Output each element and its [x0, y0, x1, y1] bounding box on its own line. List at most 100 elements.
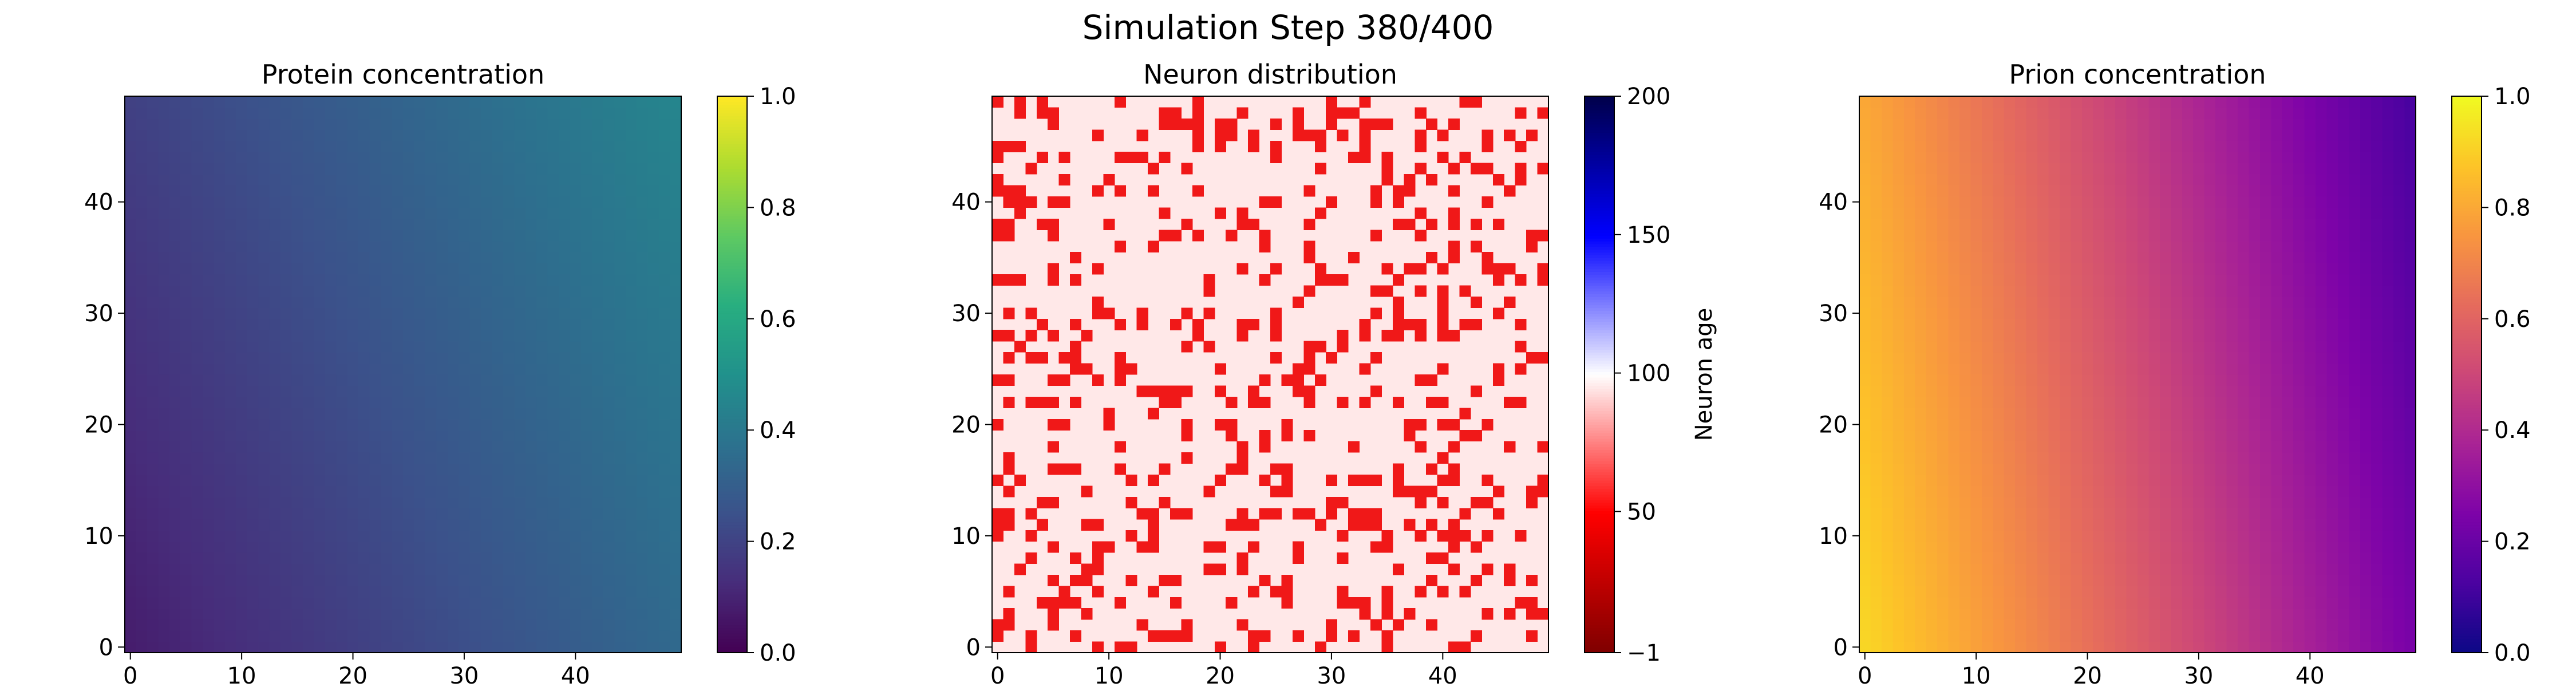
- heatmap-cell: [536, 408, 548, 420]
- heatmap-cell: [125, 452, 137, 464]
- heatmap-cell: [547, 107, 559, 119]
- heatmap-cell: [469, 218, 481, 230]
- heatmap-cell: [492, 174, 504, 186]
- heatmap-cell: [2004, 363, 2016, 375]
- neuron-cell: [1448, 185, 1460, 197]
- heatmap-cell: [2360, 641, 2372, 653]
- heatmap-cell: [659, 541, 671, 553]
- heatmap-cell: [525, 396, 537, 408]
- colorbar-segment: [1585, 299, 1614, 303]
- heatmap-cell: [1948, 396, 1960, 408]
- heatmap-cell: [659, 474, 671, 486]
- heatmap-cell: [2126, 496, 2138, 508]
- neuron-cell: [1192, 185, 1204, 197]
- neuron-cell: [1348, 519, 1360, 531]
- heatmap-cell: [514, 285, 526, 297]
- heatmap-cell: [492, 563, 504, 575]
- heatmap-cell: [2026, 485, 2038, 498]
- heatmap-cell: [180, 374, 192, 386]
- heatmap-cell: [269, 140, 281, 152]
- neuron-cell: [1159, 396, 1171, 408]
- heatmap-cell: [158, 174, 170, 186]
- heatmap-cell: [492, 140, 504, 152]
- heatmap-cell: [525, 363, 537, 375]
- heatmap-cell: [2059, 485, 2071, 498]
- heatmap-cell: [180, 207, 192, 219]
- heatmap-cell: [2316, 508, 2328, 520]
- heatmap-cell: [581, 274, 593, 286]
- heatmap-cell: [481, 318, 493, 330]
- heatmap-cell: [2193, 641, 2205, 653]
- heatmap-cell: [614, 563, 626, 575]
- heatmap-cell: [392, 619, 404, 631]
- heatmap-cell: [2126, 385, 2138, 397]
- heatmap-cell: [547, 496, 559, 508]
- heatmap-cell: [2126, 363, 2138, 375]
- heatmap-cell: [670, 563, 682, 575]
- heatmap-cell: [659, 318, 671, 330]
- heatmap-cell: [203, 263, 215, 275]
- heatmap-cell: [414, 430, 426, 442]
- heatmap-cell: [536, 541, 548, 553]
- heatmap-cell: [358, 563, 370, 575]
- heatmap-cell: [1881, 441, 1893, 453]
- heatmap-cell: [1881, 341, 1893, 353]
- heatmap-cell: [637, 452, 649, 464]
- heatmap-cell: [525, 174, 537, 186]
- heatmap-cell: [280, 285, 293, 297]
- heatmap-cell: [191, 541, 203, 553]
- heatmap-cell: [336, 574, 348, 586]
- heatmap-cell: [2249, 541, 2261, 553]
- heatmap-cell: [1893, 541, 1905, 553]
- heatmap-cell: [2393, 363, 2405, 375]
- heatmap-cell: [1959, 408, 1971, 420]
- heatmap-cell: [214, 541, 226, 553]
- heatmap-cell: [1915, 330, 1927, 342]
- heatmap-cell: [1881, 586, 1893, 598]
- colorbar: 0.00.20.40.60.81.0: [717, 84, 796, 666]
- colorbar-segment: [1585, 149, 1614, 152]
- heatmap-cell: [303, 519, 315, 531]
- heatmap-cell: [2126, 341, 2138, 353]
- neuron-cell: [1048, 463, 1060, 475]
- heatmap-cell: [614, 318, 626, 330]
- heatmap-cell: [2237, 552, 2249, 564]
- heatmap-cell: [2081, 385, 2093, 397]
- heatmap-cell: [336, 496, 348, 508]
- heatmap-cell: [1937, 485, 1949, 498]
- heatmap-cell: [625, 630, 637, 642]
- heatmap-cell: [358, 296, 370, 308]
- heatmap-cell: [2015, 630, 2027, 642]
- heatmap-cell: [236, 641, 248, 653]
- heatmap-cell: [659, 363, 671, 375]
- heatmap-cell: [203, 463, 215, 475]
- neuron-cell: [1148, 630, 1160, 642]
- heatmap-cell: [1926, 630, 1938, 642]
- heatmap-cell: [2393, 641, 2405, 653]
- heatmap-cell: [269, 619, 281, 631]
- heatmap-cell: [592, 174, 604, 186]
- heatmap-cell: [614, 263, 626, 275]
- heatmap-cell: [570, 185, 582, 197]
- heatmap-cell: [258, 263, 270, 275]
- neuron-cell: [1236, 441, 1249, 453]
- heatmap-cell: [1926, 519, 1938, 531]
- heatmap-cell: [2249, 396, 2261, 408]
- heatmap-cell: [2081, 352, 2093, 364]
- colorbar-segment: [717, 574, 747, 578]
- heatmap-cell: [303, 496, 315, 508]
- colorbar-segment: [1585, 508, 1614, 511]
- heatmap-cell: [336, 586, 348, 598]
- heatmap-cell: [514, 185, 526, 197]
- colorbar-segment: [717, 602, 747, 606]
- heatmap-cell: [2237, 597, 2249, 609]
- heatmap-cell: [2159, 463, 2171, 475]
- heatmap-cell: [469, 318, 481, 330]
- heatmap-cell: [358, 330, 370, 342]
- heatmap-cell: [1937, 630, 1949, 642]
- heatmap-cell: [659, 396, 671, 408]
- heatmap-cell: [425, 574, 437, 586]
- heatmap-cell: [291, 96, 303, 108]
- heatmap-cell: [2037, 496, 2049, 508]
- heatmap-cell: [525, 541, 537, 553]
